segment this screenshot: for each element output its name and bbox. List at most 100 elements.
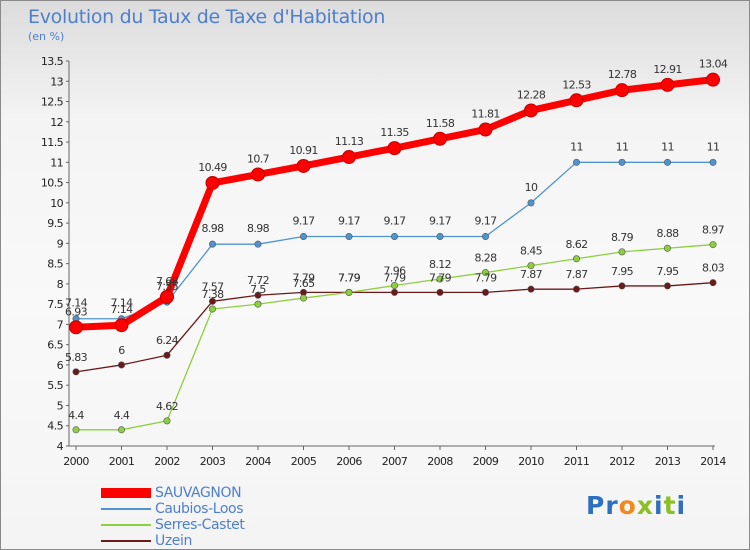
y-tick-label: 7.5 (47, 298, 63, 311)
legend-item: Uzein (101, 533, 341, 549)
data-label: 4.4 (114, 409, 130, 422)
y-tick-label: 12 (50, 116, 63, 129)
data-point (254, 291, 262, 299)
data-label: 7.87 (565, 268, 588, 281)
y-tick-label: 4.5 (47, 420, 63, 433)
legend-item: Serres-Castet (101, 517, 341, 533)
data-label: 7.57 (201, 280, 224, 293)
data-point (251, 167, 265, 182)
data-point (706, 72, 720, 87)
data-point (114, 318, 129, 333)
data-label: 6.93 (65, 305, 88, 318)
data-point (527, 199, 535, 207)
y-tick-label: 5.5 (47, 379, 63, 392)
data-label: 8.98 (247, 222, 270, 235)
logo-letter: i (654, 491, 664, 520)
data-label: 7.72 (247, 274, 269, 287)
logo-letter: r (605, 491, 619, 520)
data-label: 8.88 (656, 227, 679, 240)
legend-label: Uzein (155, 533, 192, 549)
data-point (69, 320, 83, 335)
chart-axes: 4 4.5 5 5.5 6 6.5 7 7.5 8 8.5 9 9.5 10 10.5 11 11.5 12 12… (41, 55, 727, 468)
data-point (299, 232, 307, 240)
y-tick-label: 7 (57, 318, 64, 331)
y-tick-label: 12.5 (41, 96, 64, 109)
data-label: 9.17 (383, 214, 406, 227)
data-label: 7.14 (110, 297, 133, 310)
y-tick-label: 11.5 (41, 136, 64, 149)
data-label: 10.91 (289, 144, 318, 157)
chart-unit: (en %) (28, 30, 65, 43)
data-point (390, 282, 398, 290)
data-point (160, 289, 174, 304)
data-point (254, 240, 262, 248)
data-label: 7.87 (520, 268, 543, 281)
logo-letter: i (676, 491, 687, 520)
data-point (572, 285, 580, 293)
data-label: 7.79 (383, 271, 406, 284)
data-label: 12.78 (608, 68, 637, 81)
data-point (387, 141, 402, 156)
data-point (390, 232, 398, 240)
data-label: 9.17 (429, 214, 452, 227)
data-label: 10.49 (198, 161, 227, 174)
x-tick-label: 2000 (63, 455, 89, 468)
data-label: 8.97 (702, 224, 725, 237)
x-tick-label: 2002 (154, 455, 180, 468)
data-label: 9.17 (474, 214, 497, 227)
data-point (572, 255, 580, 263)
logo-letter: P (586, 491, 606, 520)
legend-label: Caubios-Loos (155, 501, 244, 517)
data-label: 11.81 (471, 107, 500, 120)
data-label: 7.38 (201, 288, 224, 301)
data-point (478, 122, 493, 137)
chart-data-labels: 6.93 7.147.6810.4910.710.9111.1311.3511.5… (65, 58, 728, 422)
data-point (436, 275, 444, 283)
data-label: 10.7 (247, 152, 270, 165)
chart-title: Evolution du Taux de Taxe d'Habitation (28, 6, 386, 28)
data-label: 7.79 (338, 271, 361, 284)
data-point (345, 288, 353, 296)
data-label: 12.28 (517, 88, 546, 101)
logo-letter: t (663, 491, 677, 520)
data-label: 9.17 (292, 214, 315, 227)
legend-swatch (101, 508, 151, 510)
data-label: 4.62 (156, 400, 178, 413)
data-label: 11 (707, 140, 720, 153)
x-tick-label: 2014 (700, 455, 726, 468)
proxiti-logo: Proxiti (586, 491, 686, 520)
data-label: 12.53 (562, 78, 591, 91)
data-label: 8.03 (702, 262, 725, 275)
data-point (296, 158, 311, 173)
data-label: 7.14 (65, 297, 88, 310)
data-label: 5.83 (65, 351, 88, 364)
data-label: 9.17 (338, 214, 361, 227)
data-label: 7.79 (292, 271, 315, 284)
x-tick-label: 2013 (655, 455, 681, 468)
data-point (663, 158, 671, 166)
data-point (572, 158, 580, 166)
y-tick-label: 8.5 (47, 258, 63, 271)
data-point (209, 297, 217, 305)
data-point (342, 150, 356, 165)
data-point (615, 83, 629, 98)
data-point (436, 288, 444, 296)
data-label: 11.13 (335, 135, 364, 148)
data-point (481, 269, 489, 277)
data-point (345, 232, 353, 240)
y-tick-label: 4 (57, 440, 64, 453)
chart-legend: SAUVAGNON Caubios-Loos Serres-Castet Uzein (101, 485, 341, 549)
data-label: 7.68 (156, 275, 179, 288)
data-point (663, 282, 671, 290)
legend-swatch (101, 524, 151, 526)
data-point (709, 241, 717, 249)
x-tick-label: 2003 (200, 455, 226, 468)
data-point (433, 131, 447, 146)
x-tick-label: 2008 (427, 455, 453, 468)
data-point (209, 305, 217, 313)
data-label: 8.28 (474, 252, 497, 265)
x-tick-label: 2009 (473, 455, 499, 468)
data-point (72, 368, 80, 376)
data-point (163, 351, 171, 359)
